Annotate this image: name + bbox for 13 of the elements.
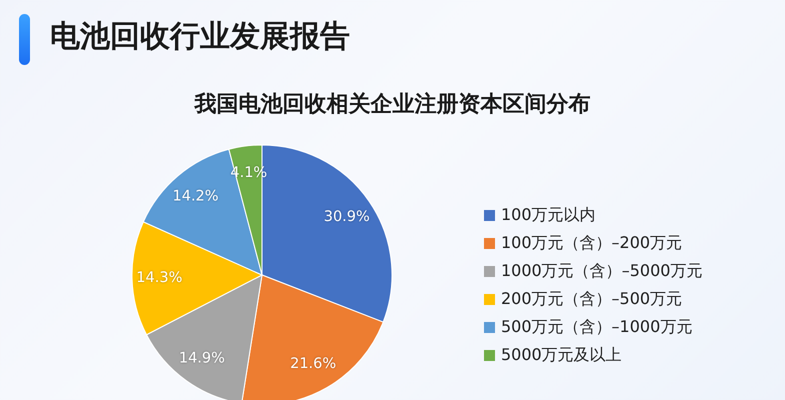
data-label: 21.6% — [290, 356, 336, 372]
chart-title: 电池回收行业发展报告 — [50, 18, 350, 56]
chart-subtitle: 我国电池回收相关企业注册资本区间分布 — [193, 91, 592, 119]
data-label: 14.9% — [178, 350, 225, 366]
legend-label: 5000万元及以上 — [501, 345, 622, 364]
legend-label: 1000万元（含）–5000万元 — [501, 261, 702, 280]
legend-label: 100万元（含）–200万元 — [501, 233, 682, 252]
legend-label: 100万元以内 — [501, 205, 596, 224]
data-label: 14.2% — [172, 188, 219, 205]
legend-label: 500万元（含）–1000万元 — [501, 317, 692, 336]
data-label: 30.9% — [324, 209, 370, 226]
legend-label: 200万元（含）–500万元 — [501, 289, 682, 308]
data-label: 14.3% — [136, 270, 182, 286]
